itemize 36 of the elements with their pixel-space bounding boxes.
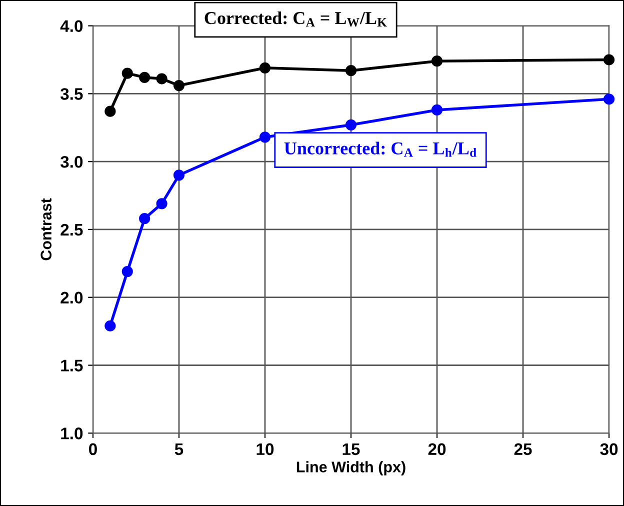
point [122, 68, 133, 79]
y-tick-label: 2.0 [60, 292, 83, 304]
y-tick-label: 3.0 [60, 156, 83, 168]
point [104, 106, 116, 117]
point [259, 62, 271, 74]
y-tick-label: 2.5 [60, 224, 83, 236]
point [259, 132, 271, 143]
y-tick-label: 3.5 [60, 88, 83, 100]
text: Corrected: C$_{A}$ = L$_{W}$/L$_{K}$ [204, 11, 387, 27]
x-tick-label: 0 [89, 443, 97, 456]
point [431, 104, 443, 116]
x-tick-label: 20 [428, 443, 446, 456]
point [603, 54, 615, 66]
point [156, 73, 168, 84]
x-tick-label: 30 [600, 443, 618, 456]
point [431, 56, 443, 67]
point [122, 266, 133, 278]
x-tick-label: 10 [256, 443, 274, 456]
point [603, 94, 615, 105]
y-tick-label: 1.0 [61, 428, 83, 440]
y-tick-label: 1.5 [61, 360, 83, 372]
point [156, 198, 168, 210]
x-tick-label: 5 [174, 443, 184, 456]
point [139, 213, 150, 224]
y-axis-title: Contrast [40, 198, 52, 260]
point [173, 170, 185, 181]
series-label: Uncorrected: C$_{A}$ = L$_{h}$/L$_{d}$ [284, 142, 476, 157]
y-tick-label: 4.0 [60, 20, 83, 32]
point [173, 80, 185, 92]
point [345, 119, 357, 130]
point [139, 72, 150, 83]
x-axis-title: Line Width (px) [296, 461, 406, 476]
point [345, 65, 357, 76]
x-tick-label: 15 [342, 443, 360, 456]
x-tick-label: 25 [514, 443, 532, 456]
point [104, 320, 116, 332]
